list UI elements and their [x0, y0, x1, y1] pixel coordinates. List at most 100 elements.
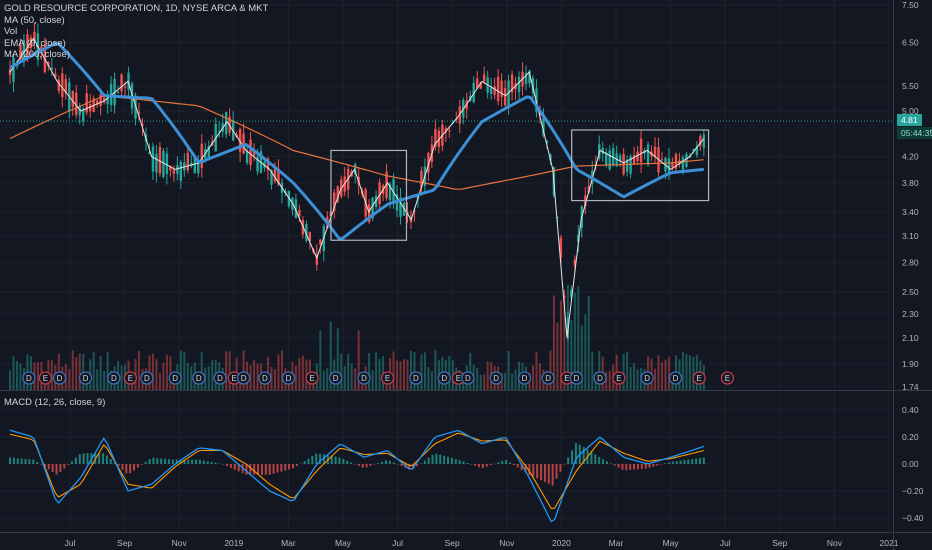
candle-body: [570, 289, 573, 298]
volume-bar: [329, 321, 332, 390]
candle-body: [353, 164, 357, 175]
macd-histogram-bar: [687, 459, 690, 464]
macd-histogram-bar: [140, 464, 143, 465]
candle-body: [493, 86, 496, 95]
candle-body: [695, 146, 699, 155]
price-axis-label: 5.50: [902, 81, 919, 91]
volume-bar: [629, 367, 632, 390]
candle-body: [636, 151, 639, 162]
time-axis-label: Jul: [65, 538, 76, 548]
volume-bar: [587, 295, 590, 390]
macd-histogram-bar: [28, 459, 31, 464]
candle-body: [542, 117, 545, 136]
candle-body: [305, 224, 308, 241]
candle-body: [608, 150, 611, 170]
volume-bar: [165, 354, 168, 390]
candle-body: [559, 237, 563, 258]
candle-body: [629, 156, 632, 174]
candle-body: [479, 81, 482, 89]
macd-histogram-bar: [288, 464, 291, 470]
candle-body: [374, 195, 378, 208]
volume-bar: [409, 350, 412, 390]
dividend-marker: [569, 371, 584, 385]
time-axis-label: Nov: [499, 538, 515, 548]
candle-body: [50, 67, 54, 70]
volume-bar: [92, 351, 95, 390]
macd-histogram-bar: [458, 460, 461, 464]
macd-title[interactable]: MACD (12, 26, close, 9): [4, 397, 106, 408]
candle-body: [531, 78, 535, 94]
macd-axis-label: −0.40: [902, 513, 924, 523]
ema9-legend[interactable]: EMA (9, close): [4, 37, 66, 49]
volume-bar: [382, 356, 385, 390]
volume-bar: [633, 363, 636, 390]
volume-bar: [9, 370, 11, 390]
event-marker-label: D: [26, 374, 32, 383]
macd-histogram-bar: [563, 464, 566, 465]
volume-bar: [514, 369, 517, 390]
event-marker-label: E: [696, 374, 701, 383]
macd-histogram-bar: [667, 462, 670, 464]
macd-histogram-bar: [164, 458, 167, 464]
main-legend: GOLD RESOURCE CORPORATION, 1D, NYSE ARCA…: [4, 3, 268, 61]
macd-histogram-bar: [396, 464, 399, 465]
earnings-marker: [38, 371, 53, 385]
candle-body: [434, 128, 437, 147]
macd-histogram-bar: [284, 464, 287, 471]
volume-bar: [207, 366, 210, 390]
candle-body: [399, 197, 402, 217]
event-marker-label: D: [172, 374, 178, 383]
candle-body: [524, 72, 528, 85]
volume-legend[interactable]: Vol: [4, 26, 18, 37]
macd-histogram-bar: [509, 462, 512, 464]
dividend-marker: [192, 371, 206, 385]
event-marker-label: D: [644, 374, 650, 383]
volume-bar: [399, 361, 402, 390]
volume-bar: [664, 359, 667, 390]
volume-bar: [120, 365, 123, 390]
range-box-2: [571, 129, 710, 202]
candle-body: [47, 62, 50, 66]
candle-body: [336, 186, 339, 202]
candle-body: [245, 150, 249, 163]
macd-histogram-bar: [416, 464, 419, 467]
candle-body: [109, 83, 113, 105]
macd-histogram-bar: [226, 464, 229, 467]
candle-body: [82, 108, 85, 122]
event-marker-label: D: [522, 374, 528, 383]
macd-histogram-bar: [253, 464, 256, 475]
ma50-legend[interactable]: MA (50, close): [4, 14, 65, 26]
volume-bar: [681, 351, 684, 390]
price-axis-label: 1.90: [902, 359, 919, 369]
candle-body: [556, 216, 559, 218]
time-axis-label: May: [335, 538, 352, 548]
candle-body: [388, 183, 392, 201]
candle-body: [266, 158, 270, 171]
macd-histogram-bar: [187, 459, 190, 464]
candle-body: [106, 97, 109, 105]
price-axis-label: 2.80: [902, 258, 919, 268]
macd-histogram-bar: [369, 464, 372, 466]
event-marker-label: E: [616, 374, 621, 383]
macd-histogram-bar: [656, 464, 659, 466]
volume-bar: [479, 374, 482, 390]
price-axis-label: 7.50: [902, 0, 919, 10]
volume-bar: [608, 370, 611, 390]
macd-histogram-bar: [280, 464, 283, 472]
volume-bar: [19, 363, 22, 390]
macd-histogram-bar: [497, 462, 500, 464]
candle-body: [413, 210, 416, 212]
macd-histogram-bar: [20, 458, 23, 464]
candle-body: [476, 78, 479, 89]
macd-histogram-bar: [202, 460, 205, 464]
macd-histogram-bar: [47, 464, 50, 470]
event-marker-label: D: [217, 374, 223, 383]
macd-histogram-bar: [175, 459, 178, 464]
candle-body: [503, 88, 507, 106]
ma200-legend[interactable]: MA (200, close): [4, 49, 70, 60]
price-axis-label: 3.40: [902, 207, 919, 217]
symbol-title[interactable]: GOLD RESOURCE CORPORATION, 1D, NYSE ARCA…: [4, 3, 269, 14]
volume-bar: [322, 370, 325, 390]
macd-histogram-bar: [427, 457, 430, 464]
